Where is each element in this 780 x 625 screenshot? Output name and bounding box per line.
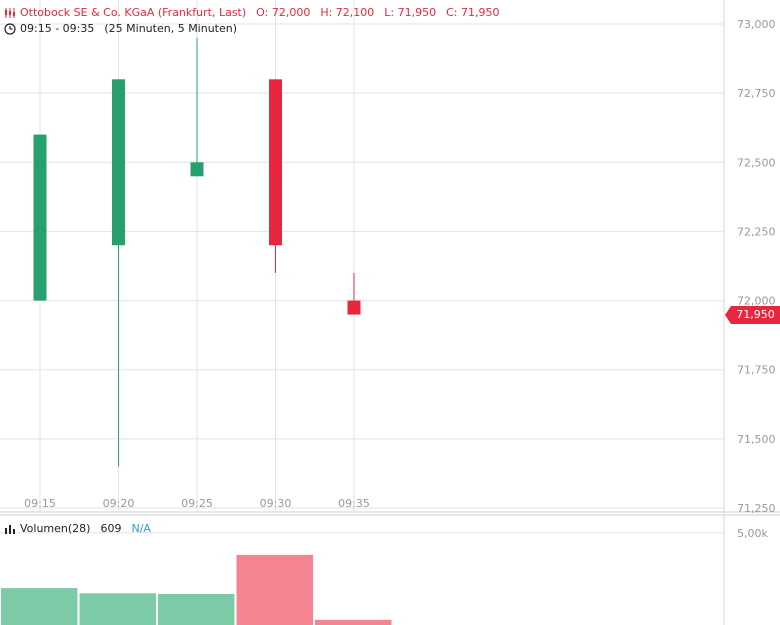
instrument-name: Ottobock SE & Co. KGaA (Frankfurt, Last): [20, 6, 247, 19]
close-value: C: 71,950: [446, 6, 500, 19]
low-value: L: 71,950: [384, 6, 437, 19]
volume-bar: [158, 594, 235, 625]
x-tick-label: 09:20: [103, 497, 135, 510]
candle-chart-icon: [5, 7, 15, 18]
y-tick-label: 73,000: [737, 18, 776, 31]
x-tick-label: 09:35: [338, 497, 370, 510]
instrument-header: Ottobock SE & Co. KGaA (Frankfurt, Last)…: [4, 6, 500, 19]
open-value: O: 72,000: [256, 6, 311, 19]
candle-body: [190, 162, 204, 177]
y-tick-label: 71,750: [737, 364, 776, 377]
volume-tick-label: 5,00k: [737, 527, 768, 540]
volume-bar: [236, 554, 313, 625]
x-tick-label: 09:25: [181, 497, 213, 510]
y-tick-label: 72,750: [737, 87, 776, 100]
x-tick-label: 09:30: [260, 497, 292, 510]
high-value: H: 72,100: [320, 6, 375, 19]
y-tick-label: 72,250: [737, 225, 776, 238]
time-range: 09:15 - 09:35: [20, 22, 95, 35]
volume-na: N/A: [131, 522, 151, 535]
volume-bar: [315, 619, 392, 625]
interval-label: (25 Minuten, 5 Minuten): [104, 22, 238, 35]
y-tick-label: 71,250: [737, 502, 776, 515]
volume-bar: [79, 593, 156, 625]
volume-value: 609: [100, 522, 122, 535]
last-price-tag: 71,950: [725, 306, 780, 324]
volume-header: Volumen(28) 609 N/A: [4, 522, 151, 535]
y-tick-label: 71,500: [737, 433, 776, 446]
time-range-header: 09:15 - 09:35 (25 Minuten, 5 Minuten): [4, 22, 237, 35]
candle-body: [269, 79, 282, 246]
candle-body: [112, 79, 125, 246]
volume-label: Volumen(28): [20, 522, 91, 535]
y-tick-label: 72,500: [737, 156, 776, 169]
volume-bar: [1, 588, 78, 625]
clock-icon: [4, 22, 16, 35]
volume-bars-icon: [5, 524, 15, 534]
y-tick-label: 72,000: [737, 295, 776, 308]
x-tick-label: 09:15: [24, 497, 56, 510]
candle-body: [347, 300, 361, 315]
candle-body: [33, 134, 47, 301]
